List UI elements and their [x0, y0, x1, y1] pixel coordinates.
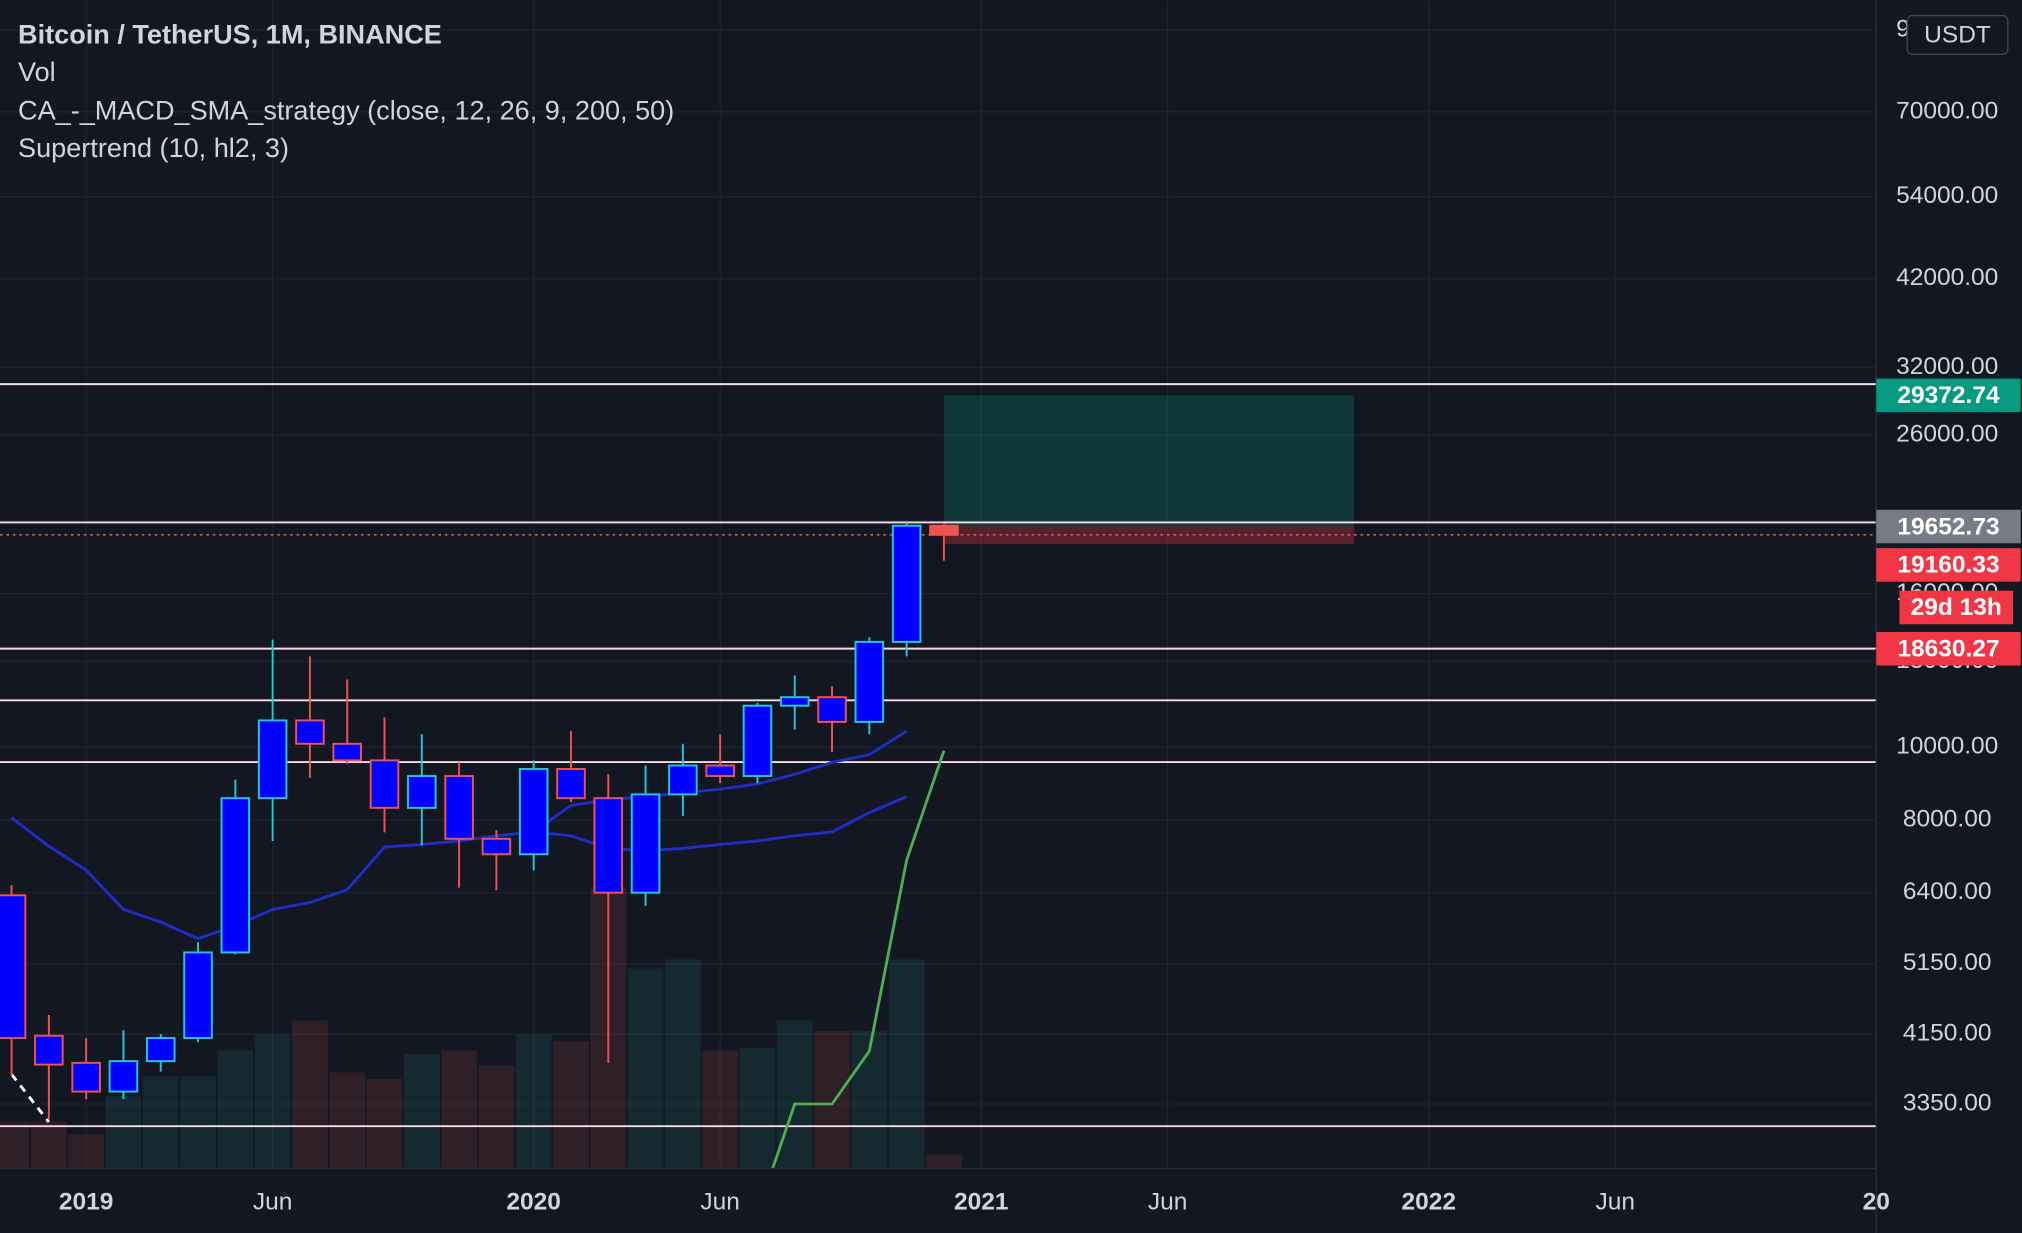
y-tick-label: 8000.00 [1903, 805, 1992, 832]
x-tick-label: Jun [1595, 1189, 1635, 1216]
candle-body [854, 640, 885, 723]
candle-body [779, 696, 810, 707]
candle-body [891, 524, 922, 643]
legend-symbol: Bitcoin / TetherUS, 1M, BINANCE [18, 18, 442, 49]
volume-bar [702, 1050, 739, 1169]
volume-bar [142, 1076, 179, 1169]
candle-body [220, 797, 251, 954]
candle-body [407, 775, 437, 809]
candle-body [332, 742, 362, 762]
x-tick-label: 20 [1863, 1189, 1890, 1216]
volume-bar [851, 1030, 888, 1169]
candle-body [257, 719, 288, 800]
volume-bar [664, 959, 701, 1169]
candle-body [556, 768, 586, 800]
volume-bar [105, 1095, 142, 1169]
candle-body [444, 775, 474, 840]
volume-bar [329, 1072, 366, 1169]
volume-bar [217, 1050, 254, 1169]
volume-bar [441, 1050, 477, 1169]
plot-area [0, 383, 1877, 1169]
entry-price-tag-box [1876, 509, 2021, 544]
legend-indicator: CA_-_MACD_SMA_strategy (close, 12, 26, 9… [18, 94, 674, 125]
y-tick-label: 70000.00 [1896, 97, 1998, 124]
candle-body [593, 797, 624, 894]
price-tags: 29372.74 19652.73 19160.33 29d 13h 18630.27 [1876, 378, 2021, 666]
legend-indicator: Supertrend (10, hl2, 3) [18, 132, 289, 163]
indicator-line [771, 750, 946, 1169]
countdown: 29d 13h [1911, 594, 2002, 621]
volume-bar [180, 1076, 216, 1169]
volume-bar [68, 1134, 105, 1169]
x-tick-label: 2020 [506, 1189, 561, 1216]
currency-button-frame[interactable] [1906, 14, 2009, 55]
volume-bar [776, 1020, 813, 1169]
candle-body [481, 837, 512, 856]
currency-button-label[interactable]: USDT [1924, 22, 1991, 49]
candle-body [0, 894, 27, 1040]
volume-bar [926, 1154, 962, 1169]
y-tick-label: 5150.00 [1903, 949, 1992, 976]
x-tick-label: Jun [1148, 1189, 1188, 1216]
currency-button[interactable]: USDT [1906, 14, 2009, 55]
y-tick-label: 10000.00 [1896, 733, 1998, 760]
last-price-tag-box [1876, 548, 2021, 582]
x-tick-label: 2022 [1401, 1189, 1456, 1216]
stop-price-tag-box [1876, 631, 2021, 666]
candle-body [34, 1034, 64, 1066]
legend-indicator: Vol [18, 56, 56, 87]
y-tick-label: 6400.00 [1903, 878, 1992, 905]
volume-bar [478, 1065, 515, 1169]
volume-bar [553, 1041, 589, 1169]
candle-body [295, 719, 325, 745]
y-tick-label: 4150.00 [1903, 1020, 1992, 1047]
target-price-tag: 29372.74 [1897, 382, 2000, 409]
volume-bar [627, 968, 664, 1169]
candle-body [668, 764, 698, 796]
volume-bar [403, 1054, 440, 1169]
x-tick-label: 2019 [59, 1189, 114, 1216]
countdown-box [1899, 590, 2013, 625]
candle-body [183, 951, 213, 1040]
volume-bar [292, 1020, 328, 1169]
volume-bar [888, 959, 925, 1169]
target-price-tag-box [1876, 378, 2021, 413]
x-tick-label: Jun [700, 1189, 740, 1216]
candle-body [742, 704, 773, 778]
stop-price-tag: 18630.27 [1897, 635, 1999, 662]
y-tick-label: 32000.00 [1896, 353, 1998, 380]
grid [0, 0, 1877, 1169]
y-tick-label: 26000.00 [1896, 421, 1998, 448]
candle-body [369, 759, 400, 809]
candle-body [145, 1037, 176, 1063]
x-tick-label: Jun [253, 1189, 293, 1216]
candle-body [518, 768, 549, 856]
candle-body [630, 793, 661, 894]
legend: Bitcoin / TetherUS, 1M, BINANCE Vol CA_-… [18, 18, 674, 162]
y-tick-label: 54000.00 [1896, 182, 1998, 209]
volume-bar [515, 1034, 552, 1169]
volume-bar [739, 1047, 776, 1169]
volume-bar [366, 1078, 403, 1169]
volume-bar [254, 1034, 291, 1169]
candle-body [108, 1060, 139, 1093]
candle-body [929, 524, 959, 536]
x-tick-label: 2021 [954, 1189, 1009, 1216]
volume-bar [0, 1121, 30, 1169]
y-tick-label: 3350.00 [1903, 1089, 1992, 1116]
indicator-line [10, 1073, 50, 1123]
volume-bar [814, 1030, 850, 1169]
y-tick-label: 42000.00 [1896, 264, 1998, 291]
candle-body [71, 1061, 101, 1093]
last-price-tag: 19160.33 [1897, 552, 1999, 579]
entry-price-tag: 19652.73 [1897, 513, 1999, 540]
candle-body [705, 764, 735, 778]
volume-bar [30, 1121, 67, 1169]
position-profit-zone [943, 395, 1355, 527]
candle-body [817, 696, 847, 723]
